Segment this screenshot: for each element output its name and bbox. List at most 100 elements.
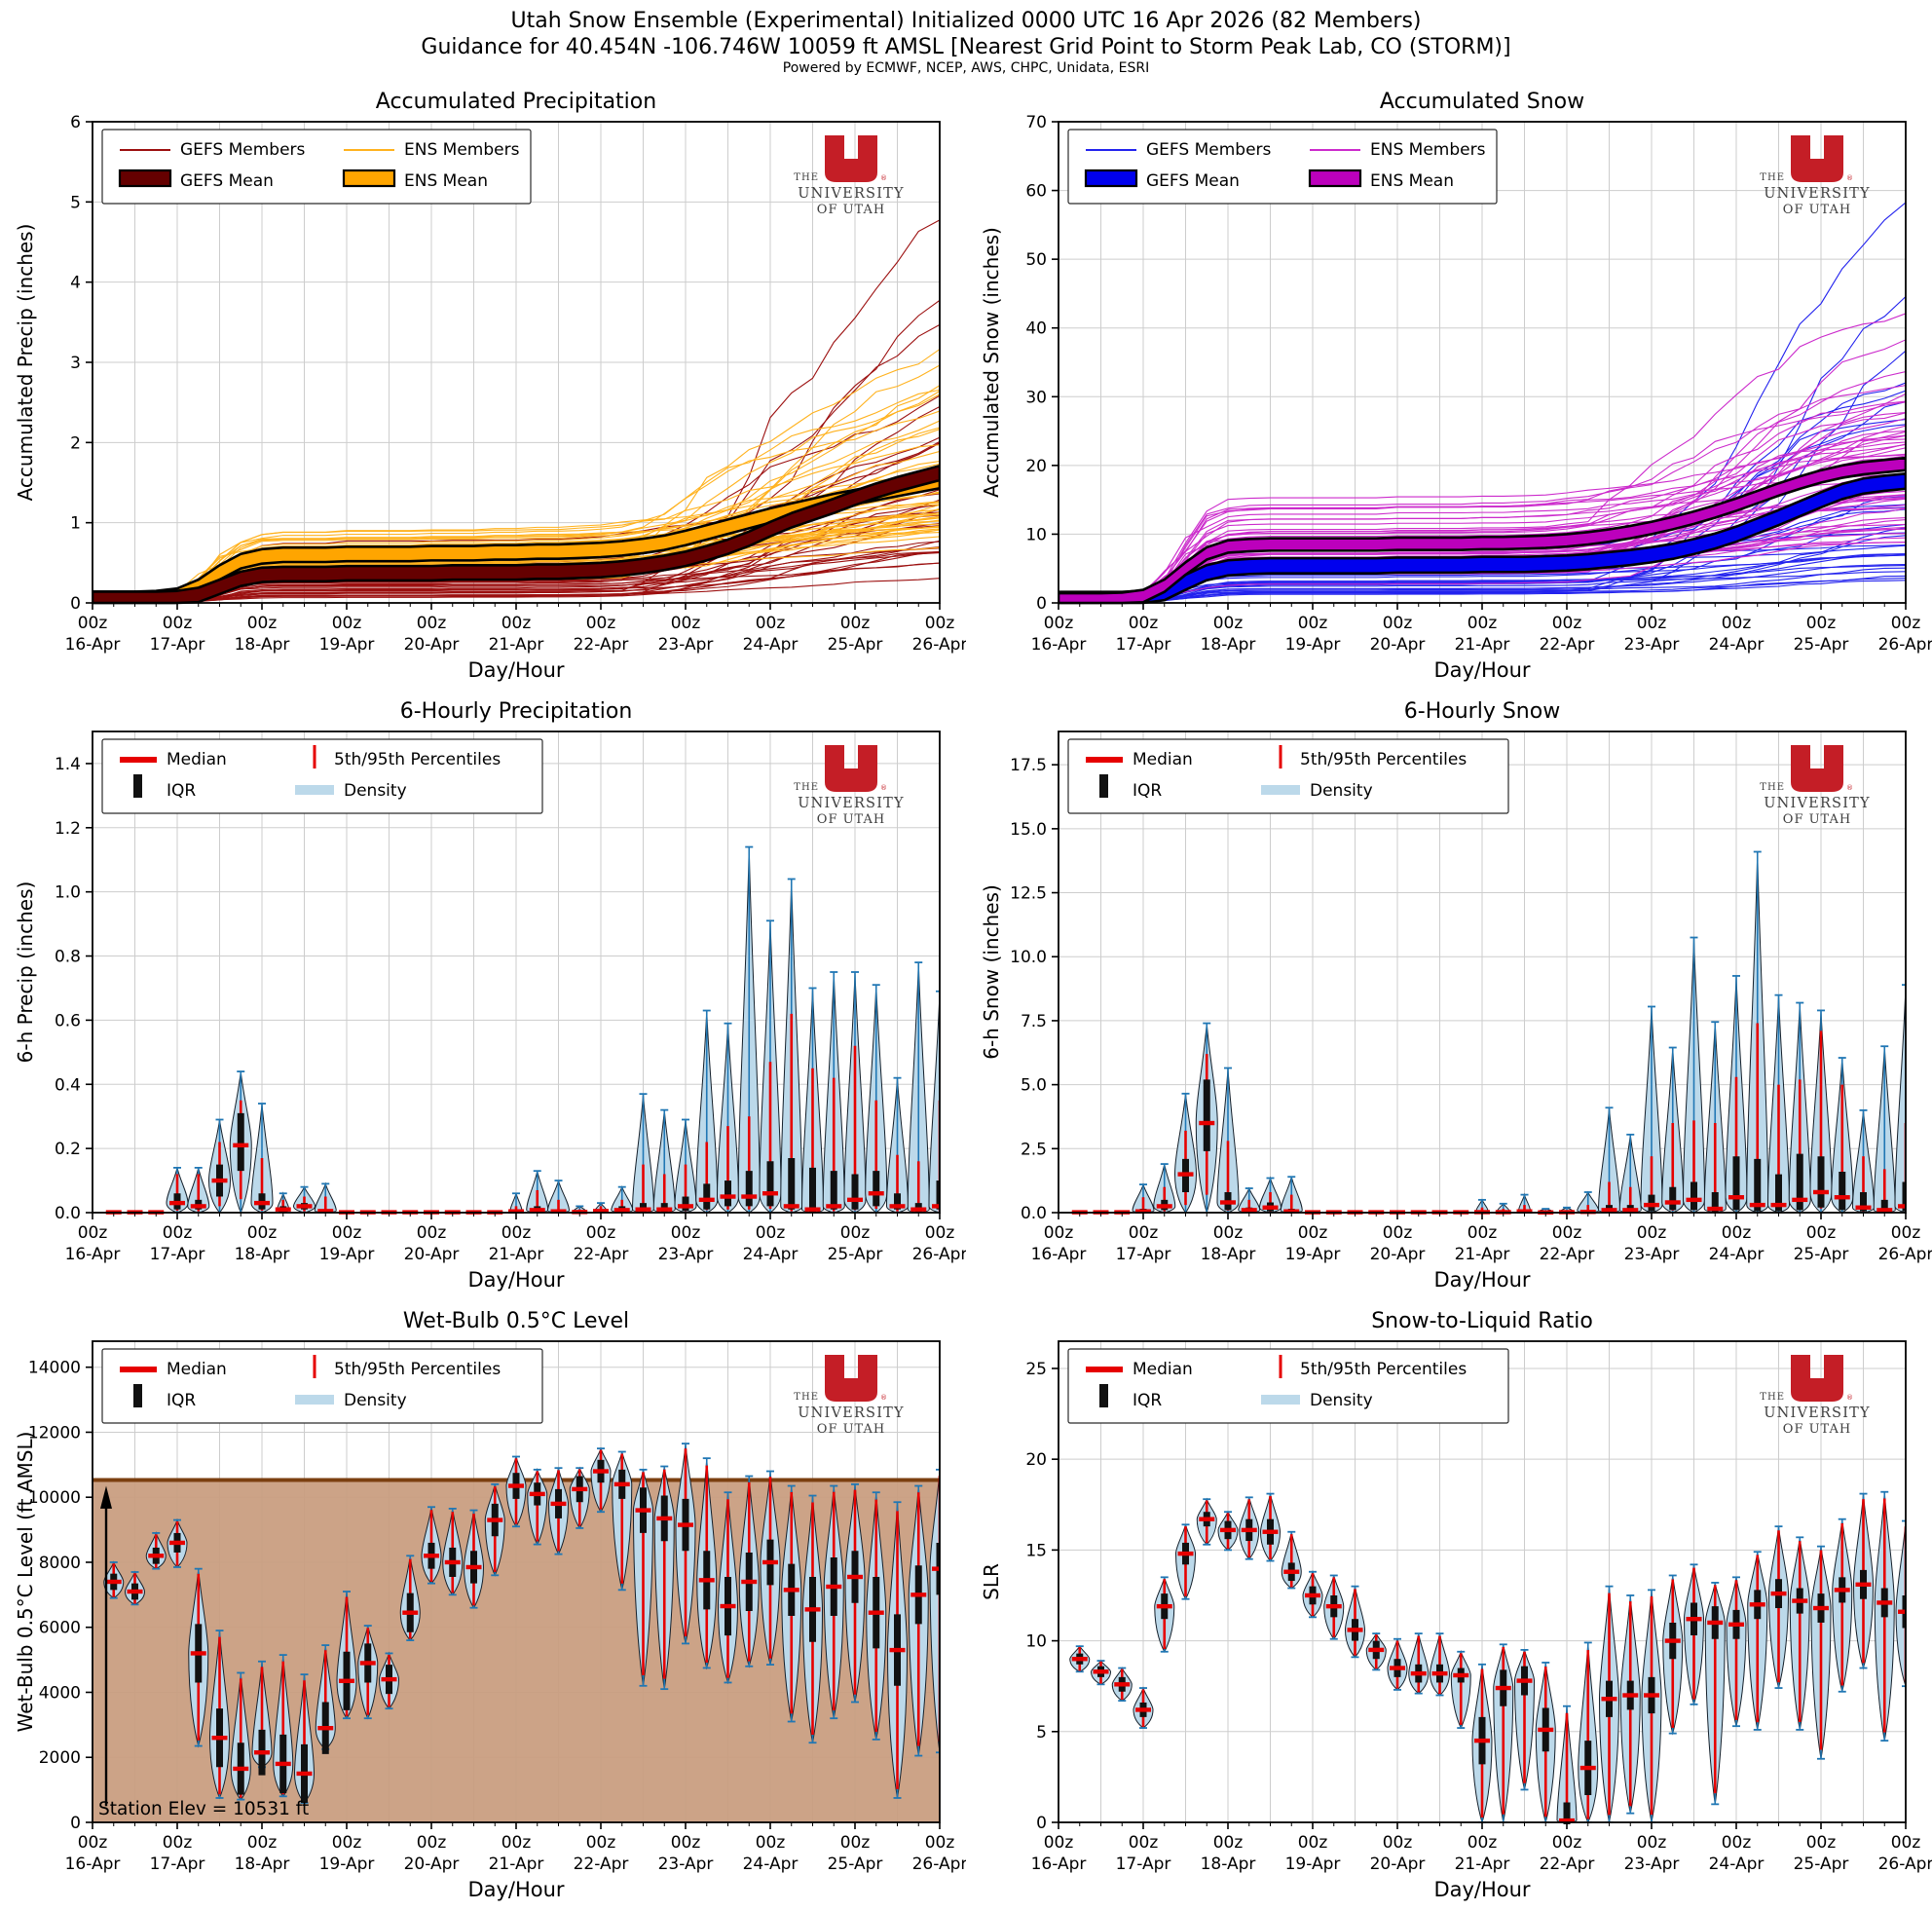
x-tick-day-label: 20-Apr bbox=[404, 1855, 460, 1874]
x-tick-hour-label: 00z bbox=[417, 1833, 447, 1853]
x-tick-day-label: 25-Apr bbox=[1794, 1245, 1849, 1264]
x-tick-day-label: 17-Apr bbox=[150, 635, 205, 655]
violin-median-dash bbox=[508, 1483, 524, 1488]
x-tick-hour-label: 00z bbox=[586, 1833, 616, 1853]
six-hourly-precipitation-chart: 00z 16-Apr 00z 17-Apr 00z 18-Apr 00z 19-Apr 00z 2… bbox=[14, 699, 966, 1292]
logo-university: UNIVERSITY bbox=[1764, 186, 1871, 202]
x-tick-hour-label: 00z bbox=[1129, 614, 1159, 633]
logo-the: THE bbox=[794, 172, 819, 183]
x-tick-day-label: 25-Apr bbox=[1794, 1855, 1849, 1874]
registered-mark: ® bbox=[1846, 784, 1853, 792]
y-tick-label: 0.4 bbox=[55, 1075, 81, 1095]
legend-label-iqr: IQR bbox=[167, 1391, 196, 1410]
x-tick-day-label: 19-Apr bbox=[1285, 635, 1341, 655]
violin-median-dash bbox=[656, 1516, 673, 1520]
legend-swatch-gefs-mean bbox=[1084, 169, 1138, 187]
legend-label-gefs-mean: GEFS Mean bbox=[1146, 171, 1240, 191]
legend-swatch-ens-mean bbox=[1308, 169, 1362, 187]
x-tick-hour-label: 00z bbox=[1213, 614, 1244, 633]
x-tick-day-label: 22-Apr bbox=[574, 1855, 629, 1874]
y-tick-label: 0.0 bbox=[55, 1204, 81, 1223]
x-tick-day-label: 21-Apr bbox=[1455, 1855, 1510, 1874]
x-tick-hour-label: 00z bbox=[1552, 614, 1582, 633]
x-axis-label: Day/Hour bbox=[1433, 1268, 1530, 1292]
violin-median-dash bbox=[720, 1603, 736, 1608]
station-elevation-annotation: Station Elev = 10531 ft bbox=[98, 1485, 309, 1819]
x-tick-day-label: 24-Apr bbox=[1709, 1855, 1765, 1874]
violin-median-dash bbox=[741, 1579, 758, 1584]
x-tick-day-label: 16-Apr bbox=[1031, 1245, 1087, 1264]
x-tick-hour-label: 00z bbox=[1298, 1833, 1328, 1853]
violin-median-dash bbox=[1855, 1205, 1872, 1210]
violin-median-dash bbox=[1579, 1765, 1596, 1770]
violins bbox=[1069, 1490, 1906, 1824]
violin-median-dash bbox=[254, 1749, 270, 1755]
x-tick-day-label: 20-Apr bbox=[404, 635, 460, 655]
legend-swatch-iqr bbox=[133, 773, 142, 798]
y-tick-label: 40 bbox=[1025, 318, 1047, 338]
y-tick-label: 0.6 bbox=[55, 1011, 81, 1030]
x-tick-hour-label: 00z bbox=[1213, 1833, 1244, 1853]
logo-the: THE bbox=[794, 782, 819, 793]
x-tick-day-label: 23-Apr bbox=[1624, 635, 1680, 655]
logo-university: UNIVERSITY bbox=[1764, 796, 1871, 811]
y-axis-label: Accumulated Precip (inches) bbox=[14, 223, 37, 501]
x-tick-day-label: 19-Apr bbox=[1285, 1855, 1341, 1874]
ensemble-means bbox=[1059, 456, 1906, 604]
violin-median-dash bbox=[550, 1501, 567, 1506]
violin-median-dash bbox=[656, 1207, 673, 1212]
violin-median-dash bbox=[847, 1574, 863, 1579]
ensemble-member-line bbox=[1059, 526, 1906, 603]
violin-density bbox=[929, 1469, 940, 1752]
violin-median-dash bbox=[698, 1197, 715, 1202]
x-tick-day-label: 20-Apr bbox=[1370, 1855, 1426, 1874]
violin-median-dash bbox=[1071, 1656, 1088, 1662]
violin-median-dash bbox=[932, 1566, 940, 1571]
violin-median-dash bbox=[804, 1606, 821, 1612]
violin-median-dash bbox=[1516, 1678, 1533, 1683]
violin-median-dash bbox=[1876, 1599, 1893, 1605]
x-tick-day-label: 24-Apr bbox=[743, 635, 799, 655]
x-tick-day-label: 23-Apr bbox=[658, 1245, 714, 1264]
y-tick-label: 10.0 bbox=[1010, 948, 1047, 967]
x-tick-hour-label: 00z bbox=[1298, 1223, 1328, 1243]
legend-swatch-iqr bbox=[1099, 773, 1108, 798]
x-tick-day-label: 22-Apr bbox=[1540, 635, 1595, 655]
x-tick-hour-label: 00z bbox=[671, 1223, 701, 1243]
registered-mark: ® bbox=[880, 1394, 887, 1402]
x-tick-hour-label: 00z bbox=[925, 1833, 955, 1853]
x-tick-day-label: 21-Apr bbox=[489, 1245, 544, 1264]
legend-label-percentiles: 5th/95th Percentiles bbox=[1300, 1360, 1467, 1379]
violin-median-dash bbox=[826, 1203, 842, 1209]
legend-label-median: Median bbox=[1133, 750, 1193, 769]
ensemble-member-line bbox=[1059, 384, 1906, 599]
violin-median-dash bbox=[233, 1143, 249, 1147]
ensemble-member-line bbox=[1059, 441, 1906, 599]
ensemble-member-line bbox=[93, 562, 940, 600]
accumulated-precipitation-chart: 00z 16-Apr 00z 17-Apr 00z 18-Apr 00z 19-Apr 00z 2… bbox=[14, 90, 966, 682]
violin-median-dash bbox=[1538, 1727, 1554, 1732]
ensemble-member-line bbox=[93, 390, 940, 599]
x-tick-day-label: 20-Apr bbox=[1370, 635, 1426, 655]
legend-label-percentiles: 5th/95th Percentiles bbox=[1300, 750, 1467, 769]
ensemble-member-line bbox=[1059, 434, 1906, 600]
y-axis-label: Wet-Bulb 0.5°C Level (ft AMSL) bbox=[14, 1431, 37, 1732]
y-tick-label: 17.5 bbox=[1010, 756, 1047, 775]
panel-title: Wet-Bulb 0.5°C Level bbox=[403, 1309, 629, 1333]
violin-median-dash bbox=[783, 1587, 799, 1592]
x-tick-day-label: 23-Apr bbox=[1624, 1245, 1680, 1264]
ensemble-means bbox=[93, 464, 940, 604]
logo-university: UNIVERSITY bbox=[798, 796, 905, 811]
legend-box bbox=[101, 1348, 543, 1424]
legend-label-median: Median bbox=[1133, 1360, 1193, 1379]
block-u-icon bbox=[825, 744, 877, 792]
x-tick-hour-label: 00z bbox=[1637, 1833, 1667, 1853]
x-tick-hour-label: 00z bbox=[1891, 614, 1921, 633]
axes: 00z 16-Apr 00z 17-Apr 00z 18-Apr 00z 19-Apr 00z 2… bbox=[14, 1309, 966, 1901]
logo-of-utah: OF UTAH bbox=[1783, 1422, 1851, 1437]
violin-median-dash bbox=[1898, 1203, 1906, 1209]
legend-box bbox=[1067, 129, 1498, 205]
